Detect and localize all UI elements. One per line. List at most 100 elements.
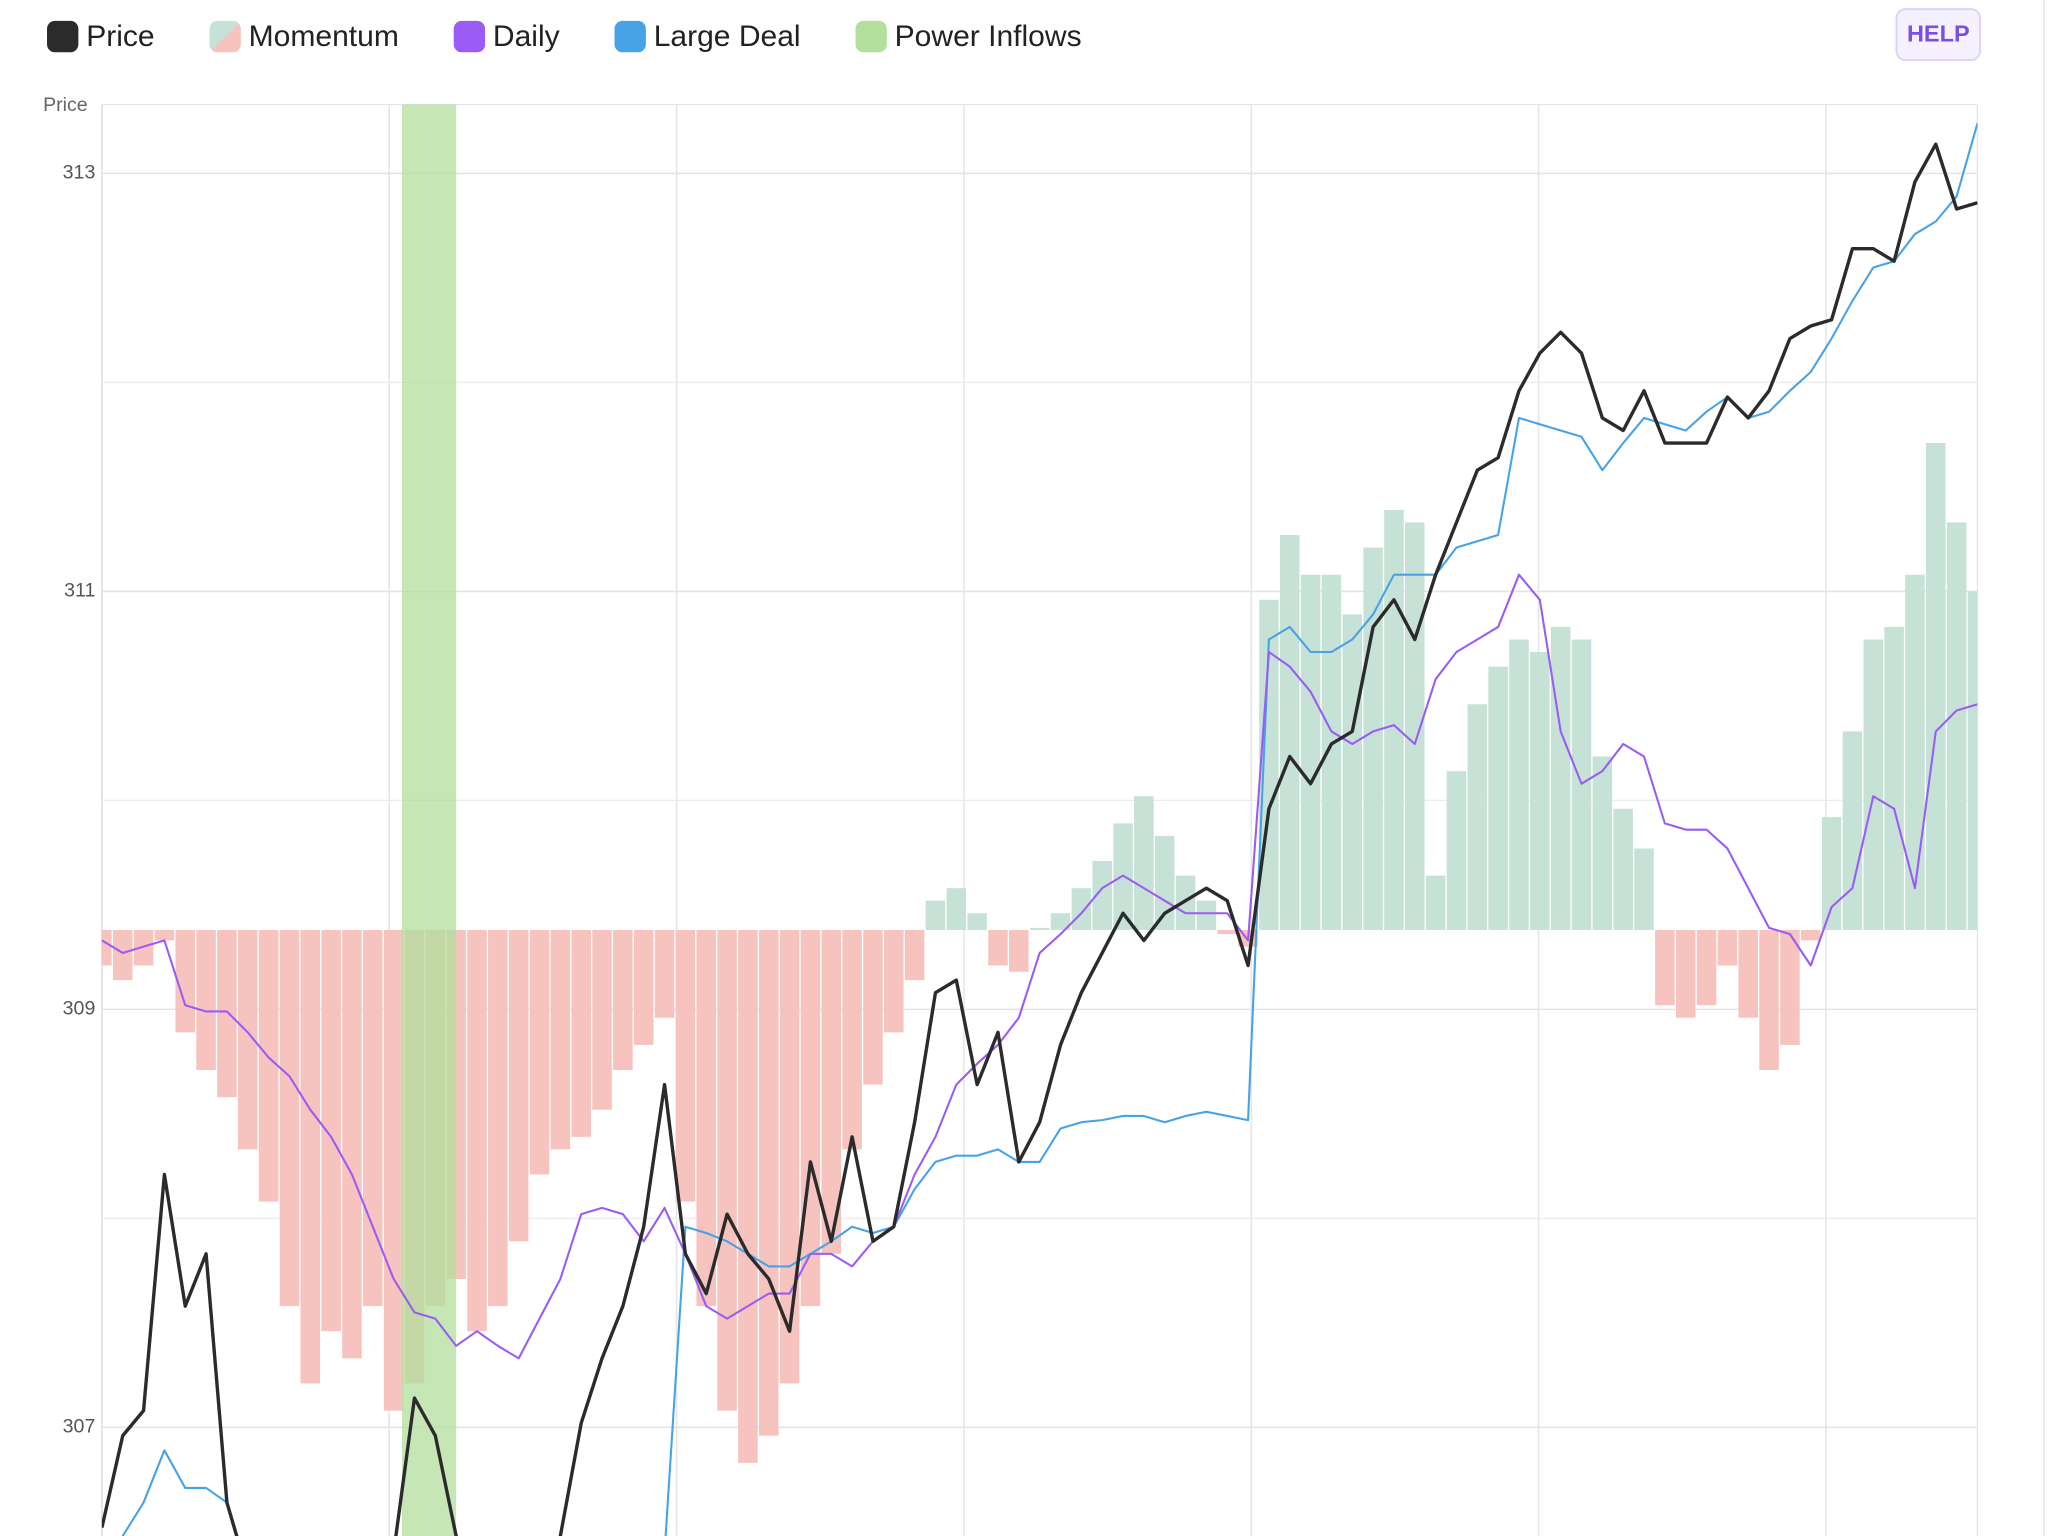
- momentum-bar: [1009, 929, 1029, 972]
- momentum-bar: [279, 929, 300, 1307]
- momentum-bar: [1425, 875, 1446, 930]
- momentum-bar: [101, 929, 112, 966]
- series-line: [121, 123, 1978, 1536]
- legend-item[interactable]: Large Deal: [614, 20, 801, 53]
- legend: Price Momentum Daily Large Deal Power Inflow…: [47, 20, 1082, 53]
- momentum-bar: [342, 929, 362, 1359]
- momentum-bar: [1592, 756, 1613, 930]
- momentum-bar: [237, 929, 258, 1150]
- momentum-bar: [571, 929, 591, 1137]
- momentum-bar: [1780, 929, 1800, 1045]
- momentum-bar: [1717, 929, 1738, 966]
- momentum-bar: [258, 929, 279, 1202]
- momentum-bar: [1175, 875, 1196, 930]
- legend-label: Momentum: [249, 20, 399, 53]
- momentum-bar: [1863, 639, 1884, 930]
- momentum-bar: [1134, 796, 1154, 930]
- momentum-bar: [217, 929, 237, 1098]
- momentum-bar: [717, 929, 737, 1411]
- momentum-bar: [1967, 591, 1978, 930]
- power-inflow-band: [401, 104, 457, 1536]
- momentum-bar: [1092, 860, 1112, 930]
- momentum-bar: [779, 929, 800, 1384]
- momentum-bar: [1384, 509, 1404, 930]
- series-line: [101, 142, 1978, 1536]
- momentum-bar: [1634, 848, 1654, 930]
- momentum-bar: [488, 929, 508, 1307]
- y-tick-label: 307: [63, 1416, 96, 1438]
- y-axis-title: Price: [43, 94, 88, 116]
- legend-label: Power Inflows: [895, 20, 1082, 53]
- legend-item[interactable]: Momentum: [209, 20, 399, 53]
- momentum-bar: [1488, 666, 1508, 930]
- momentum-bar: [1926, 443, 1946, 930]
- y-tick-label: 309: [63, 998, 96, 1020]
- help-button[interactable]: HELP: [1895, 8, 1982, 62]
- momentum-bar: [529, 929, 550, 1175]
- momentum-bar: [925, 900, 946, 930]
- help-button-box[interactable]: [1895, 8, 1982, 62]
- momentum-bar: [1509, 639, 1529, 930]
- momentum-bar: [467, 929, 487, 1332]
- momentum-bar: [1946, 522, 1967, 930]
- momentum-bar: [1279, 534, 1300, 930]
- legend-swatch: [614, 20, 646, 53]
- momentum-bar: [1029, 927, 1050, 930]
- momentum-bar: [946, 888, 967, 930]
- momentum-bar: [383, 929, 404, 1411]
- momentum-bar: [550, 929, 571, 1150]
- momentum-bar: [884, 929, 904, 1033]
- help-label[interactable]: HELP: [1907, 20, 1970, 46]
- momentum-bar: [654, 929, 675, 1018]
- momentum-bar: [1759, 929, 1779, 1070]
- legend-item[interactable]: Price: [47, 20, 155, 53]
- momentum-bar: [988, 929, 1008, 966]
- momentum-bar: [1530, 652, 1550, 930]
- momentum-bar: [904, 929, 925, 981]
- momentum-bar: [633, 929, 654, 1045]
- momentum-bar: [613, 929, 633, 1070]
- momentum-bar: [1842, 731, 1863, 930]
- momentum-bar: [1800, 929, 1821, 941]
- momentum-bar: [1655, 929, 1675, 1006]
- momentum-bar: [1550, 626, 1571, 930]
- momentum-bar: [300, 929, 321, 1384]
- momentum-bar: [196, 929, 216, 1070]
- momentum-bar: [1613, 808, 1633, 930]
- momentum-bar: [112, 929, 133, 981]
- legend-label: Price: [86, 20, 154, 53]
- y-tick-label: 313: [63, 162, 96, 184]
- momentum-bar: [1821, 817, 1842, 930]
- momentum-bar: [1217, 929, 1237, 935]
- legend-swatch: [47, 20, 79, 53]
- momentum-bar: [1342, 614, 1363, 930]
- y-tick-label: 311: [64, 580, 95, 602]
- momentum-bar: [821, 929, 842, 1254]
- legend-swatch: [209, 20, 241, 53]
- legend-swatch: [855, 20, 887, 53]
- momentum-bar: [1905, 574, 1925, 930]
- legend-swatch: [453, 20, 486, 53]
- momentum-bar: [1884, 626, 1904, 930]
- momentum-bar: [1154, 835, 1175, 930]
- momentum-bar: [675, 929, 696, 1202]
- momentum-bar: [738, 929, 758, 1463]
- series-line: [101, 573, 1978, 1360]
- momentum-bar: [592, 929, 612, 1110]
- momentum-bar: [363, 929, 383, 1307]
- momentum-bar: [1363, 547, 1383, 930]
- momentum-bar: [321, 929, 341, 1332]
- momentum-bar: [154, 929, 175, 941]
- legend-item[interactable]: Daily: [453, 20, 560, 53]
- momentum-bar: [1738, 929, 1758, 1018]
- legend-item[interactable]: Power Inflows: [855, 20, 1082, 53]
- momentum-bar: [508, 929, 529, 1242]
- momentum-bar: [696, 929, 717, 1307]
- momentum-bar: [1050, 913, 1071, 930]
- plot-area: [101, 104, 1978, 1536]
- momentum-bar: [1300, 574, 1321, 930]
- momentum-bar: [842, 929, 862, 1150]
- momentum-bar: [758, 929, 779, 1436]
